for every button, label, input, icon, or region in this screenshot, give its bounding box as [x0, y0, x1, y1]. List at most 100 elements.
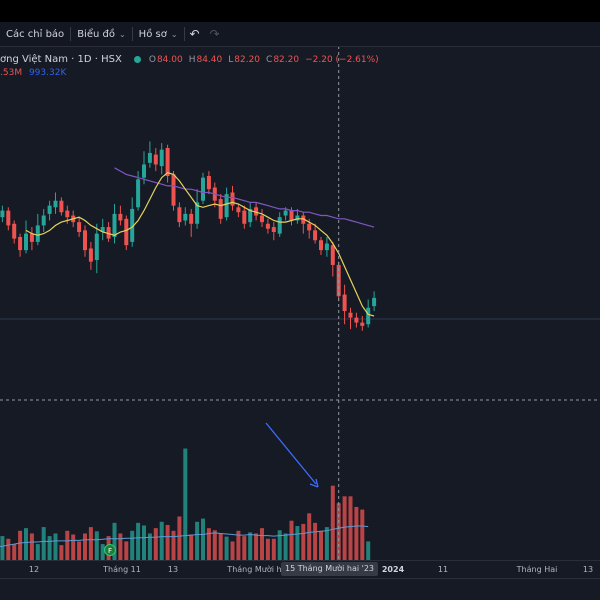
- volume-bar: [147, 533, 152, 560]
- time-axis[interactable]: 12 Tháng 11 13 Tháng Mười hai 2024 11 Th…: [0, 560, 600, 579]
- candle-body: [295, 215, 300, 221]
- volume-legend: .53M 993.32K: [0, 68, 66, 78]
- candle-body: [100, 227, 105, 232]
- volume-bar: [254, 533, 259, 560]
- market-status-icon: [133, 56, 141, 63]
- candle-body: [206, 176, 211, 190]
- candle-body: [354, 317, 359, 323]
- candle-body: [106, 227, 111, 239]
- volume-bar: [242, 536, 247, 560]
- volume-bar: [360, 509, 365, 560]
- volume-bar: [47, 536, 52, 560]
- candle-body: [265, 223, 270, 229]
- candle-body: [94, 233, 99, 260]
- symbol-legend: ơng Việt Nam · 1D · HSX O84.00 H84.40 L8…: [0, 54, 379, 65]
- toolbar-divider: [183, 27, 185, 41]
- low-key: L: [228, 54, 234, 65]
- volume-bar: [248, 532, 253, 560]
- volume-bar: [124, 541, 129, 560]
- candle-body: [348, 312, 353, 318]
- volume-bar: [195, 521, 200, 560]
- redo-button[interactable]: ↷: [205, 22, 225, 46]
- volume-bar: [348, 496, 353, 560]
- low-value: 82.20: [234, 54, 261, 65]
- candle-body: [24, 233, 28, 251]
- volume-bar: [94, 531, 99, 560]
- candle-body: [147, 152, 152, 163]
- open-value: 84.00: [156, 54, 183, 65]
- candle-body: [47, 205, 52, 214]
- volume-bar: [118, 533, 123, 560]
- volume-bar: [313, 522, 318, 560]
- volume-bar: [59, 545, 64, 560]
- candle-body: [189, 213, 194, 224]
- time-tick: 2024: [381, 565, 405, 574]
- volume-bar: [65, 530, 70, 560]
- volume-bar: [41, 527, 46, 560]
- volume-bar: [277, 530, 282, 560]
- volume-bar: [153, 528, 158, 560]
- undo-button[interactable]: ↶: [185, 22, 205, 46]
- profile-menu-label: Hồ sơ: [138, 28, 167, 40]
- volume-bar: [260, 528, 264, 560]
- volume-bar: [289, 520, 294, 560]
- candle-body: [112, 213, 117, 237]
- candle-body: [366, 307, 371, 325]
- volume-bar: [224, 536, 229, 560]
- candle-body: [342, 294, 347, 312]
- candle-body: [171, 174, 176, 206]
- candle-body: [248, 208, 253, 223]
- volume-bar: [130, 530, 135, 560]
- volume-bar: [183, 448, 188, 560]
- candle-body: [218, 199, 223, 219]
- volume-bar: [336, 503, 341, 560]
- volume-bar: [265, 538, 270, 560]
- candle-body: [35, 225, 40, 242]
- top-toolbar: Các chỉ báo Biểu đồ ⌄ Hồ sơ ⌄ ↶ ↷: [0, 22, 600, 47]
- time-tick: 12: [28, 565, 40, 574]
- candle-body: [360, 322, 365, 326]
- candle-body: [6, 210, 11, 226]
- volume-bar: [77, 541, 82, 560]
- candle-body: [195, 202, 200, 224]
- candle-body: [159, 149, 164, 167]
- volume-bar: [354, 506, 359, 560]
- candle-body: [29, 233, 34, 242]
- volume-ma-value: 993.32K: [28, 68, 67, 78]
- volume-bar: [83, 533, 87, 560]
- candle-body: [313, 230, 318, 241]
- candle-body: [289, 210, 294, 221]
- candle-body: [12, 223, 17, 239]
- price-volume-chart[interactable]: F: [0, 22, 600, 560]
- volume-bar: [218, 533, 223, 560]
- volume-bar: [342, 496, 347, 560]
- candle-body: [136, 179, 141, 208]
- candle-body: [236, 207, 241, 213]
- chart-menu-button[interactable]: Biểu đồ ⌄: [71, 22, 131, 46]
- volume-bar: [324, 527, 329, 560]
- candle-body: [118, 213, 123, 221]
- candle-body: [59, 200, 64, 213]
- candle-body: [0, 210, 5, 218]
- candle-body: [65, 210, 70, 218]
- event-marker-label: F: [108, 547, 112, 555]
- candle-body: [88, 248, 93, 262]
- volume-bar: [53, 533, 58, 560]
- candle-body: [372, 297, 377, 307]
- volume-bar: [212, 530, 217, 560]
- volume-bar: [189, 534, 194, 560]
- volume-bar: [12, 544, 17, 560]
- indicators-button[interactable]: Các chỉ báo: [0, 22, 70, 46]
- volume-bar: [6, 538, 11, 560]
- symbol-title[interactable]: ơng Việt Nam · 1D · HSX: [0, 54, 122, 65]
- chevron-down-icon: ⌄: [170, 29, 178, 39]
- profile-menu-button[interactable]: Hồ sơ ⌄: [133, 22, 184, 46]
- chart-background: [0, 46, 600, 560]
- volume-bar: [295, 526, 300, 560]
- volume-bar: [319, 530, 323, 560]
- volume-bar: [0, 536, 5, 560]
- candle-body: [177, 207, 182, 223]
- volume-bar: [24, 528, 28, 560]
- candle-body: [254, 207, 259, 216]
- annotation-arrow-head: [309, 478, 319, 488]
